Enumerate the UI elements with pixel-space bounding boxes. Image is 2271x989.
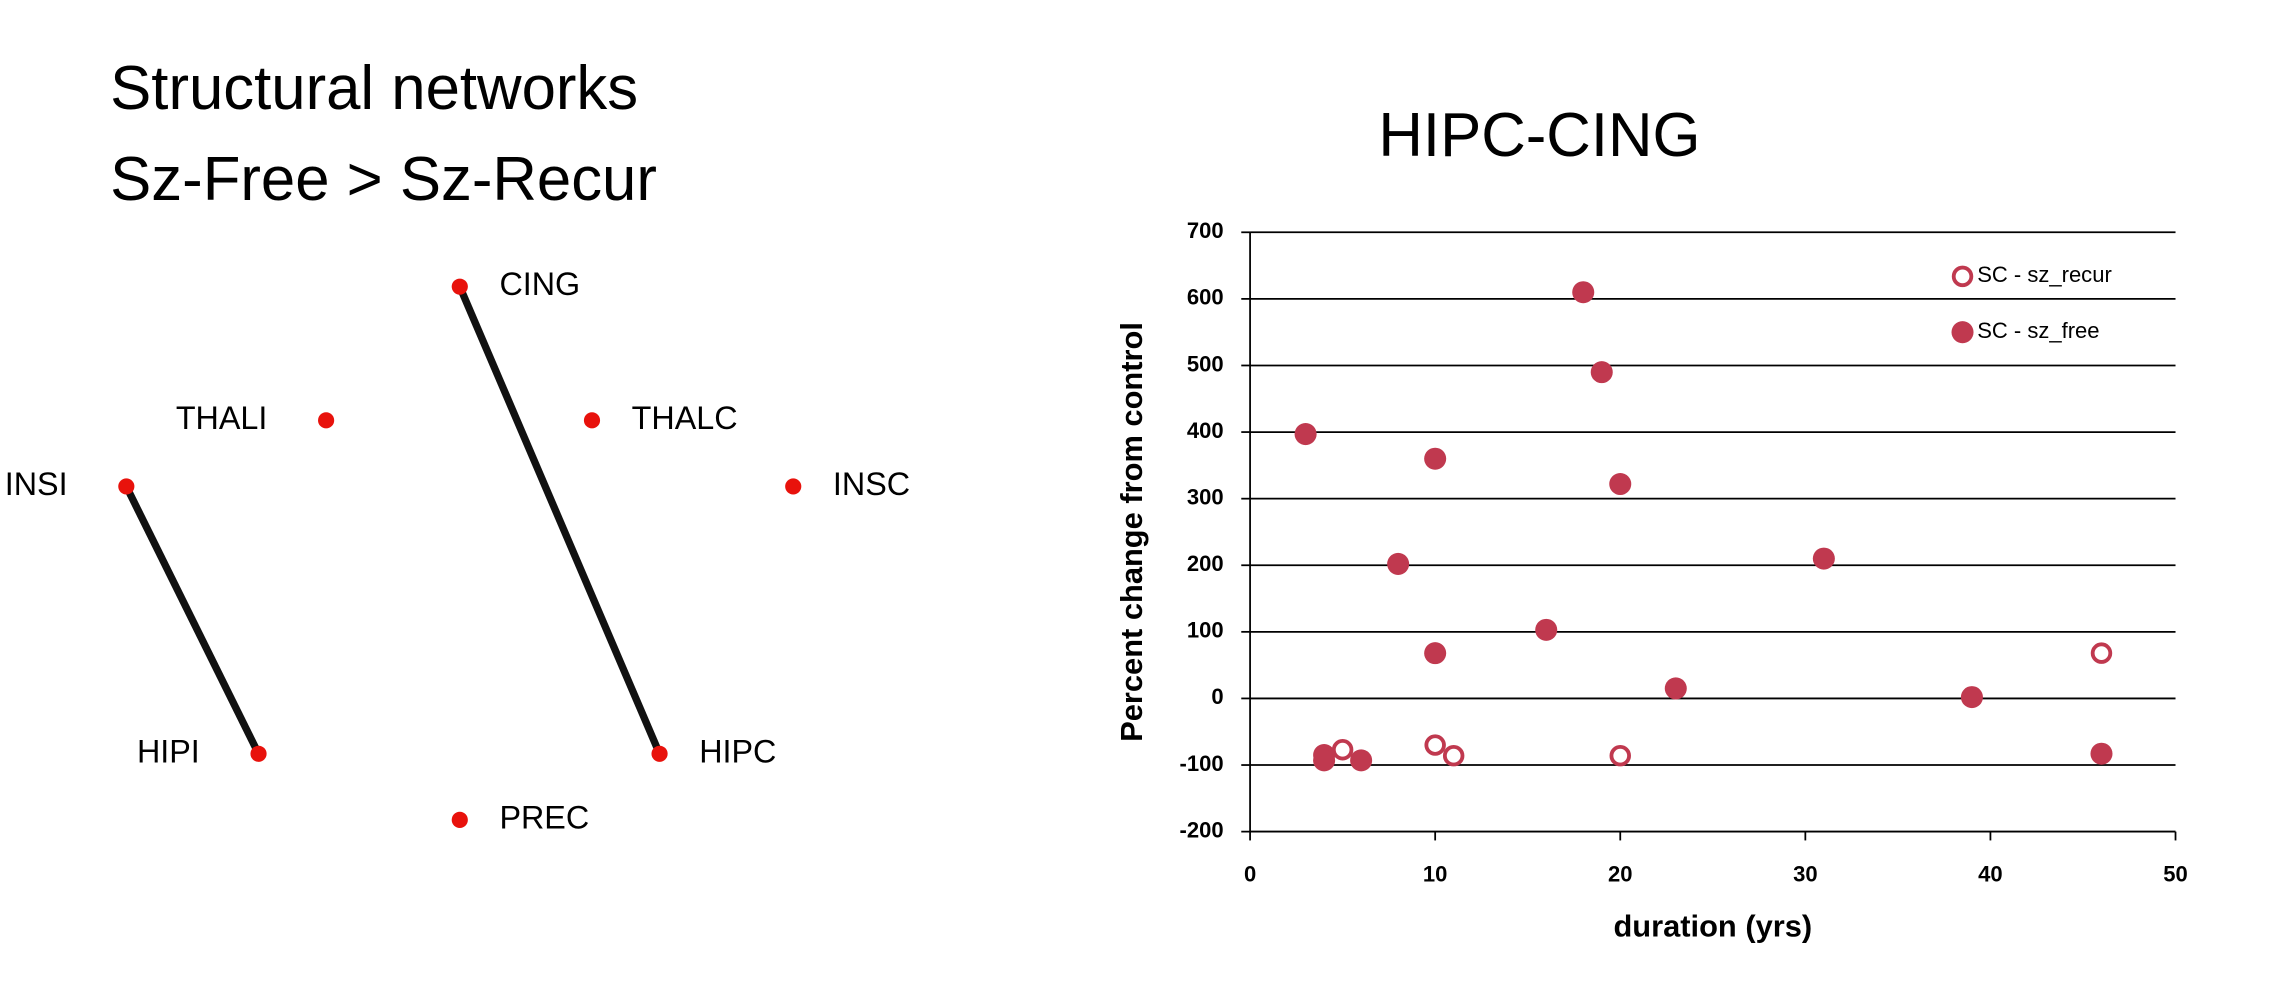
network-node bbox=[785, 478, 802, 495]
point bbox=[1442, 744, 1465, 767]
legend-label: SC - sz_free bbox=[1977, 318, 2099, 343]
node-label: INSI bbox=[5, 466, 68, 502]
x-tick-label: 10 bbox=[1423, 862, 1447, 887]
network-node bbox=[318, 412, 335, 429]
node-label: INSC bbox=[833, 466, 910, 502]
network-node bbox=[451, 278, 468, 295]
y-tick-label: 500 bbox=[1187, 351, 1224, 376]
y-tick-label: 100 bbox=[1187, 618, 1224, 643]
heading-line: Structural networks bbox=[110, 54, 638, 123]
point bbox=[1350, 749, 1373, 772]
x-tick-label: 30 bbox=[1793, 862, 1818, 887]
legend-marker bbox=[1951, 265, 1974, 288]
x-axis-title: duration (yrs) bbox=[1613, 909, 1812, 944]
x-tick-label: 20 bbox=[1608, 862, 1633, 887]
network-edge bbox=[123, 484, 262, 756]
node-label: HIPC bbox=[699, 733, 776, 769]
chart-title: HIPC-CING bbox=[1378, 101, 1700, 170]
point bbox=[2090, 742, 2113, 765]
point bbox=[1609, 472, 1632, 496]
network-node bbox=[583, 412, 601, 429]
x-tick-label: 50 bbox=[2163, 862, 2188, 887]
y-axis-title: Percent change from control bbox=[1114, 322, 1149, 742]
point bbox=[1424, 642, 1447, 665]
network-node bbox=[451, 811, 468, 828]
point bbox=[1960, 686, 1983, 709]
legend-marker bbox=[1951, 321, 1974, 344]
y-tick-label: 300 bbox=[1187, 484, 1224, 509]
node-label: PREC bbox=[499, 799, 589, 835]
point bbox=[1294, 423, 1317, 446]
network-node bbox=[250, 745, 267, 762]
network-edge bbox=[456, 285, 663, 756]
node-label: THALI bbox=[176, 400, 268, 436]
y-tick-label: 0 bbox=[1211, 684, 1223, 709]
heading-line: Sz-Free > Sz-Recur bbox=[110, 145, 657, 214]
point bbox=[1535, 618, 1558, 641]
point bbox=[1664, 677, 1687, 700]
network-node bbox=[651, 745, 668, 762]
y-tick-label: 200 bbox=[1187, 551, 1224, 576]
point bbox=[1572, 281, 1595, 304]
point bbox=[1812, 547, 1835, 570]
node-label: CING bbox=[499, 266, 580, 302]
point bbox=[1424, 447, 1447, 470]
point bbox=[1387, 552, 1410, 575]
y-tick-label: 600 bbox=[1187, 285, 1224, 310]
node-label: THALC bbox=[632, 400, 738, 436]
x-tick-label: 0 bbox=[1244, 862, 1256, 887]
node-label: HIPI bbox=[137, 733, 200, 769]
point bbox=[1609, 744, 1631, 767]
y-tick-label: -100 bbox=[1180, 751, 1224, 776]
y-tick-label: 700 bbox=[1187, 218, 1224, 243]
point bbox=[1313, 749, 1336, 772]
point bbox=[1331, 738, 1354, 761]
legend-label: SC - sz_recur bbox=[1977, 262, 2112, 287]
y-tick-label: -200 bbox=[1180, 817, 1224, 842]
x-tick-label: 40 bbox=[1978, 862, 2003, 887]
network-node bbox=[118, 478, 135, 495]
y-tick-label: 400 bbox=[1187, 418, 1224, 443]
point bbox=[2090, 642, 2113, 664]
point bbox=[1590, 361, 1613, 384]
point bbox=[1424, 734, 1446, 756]
